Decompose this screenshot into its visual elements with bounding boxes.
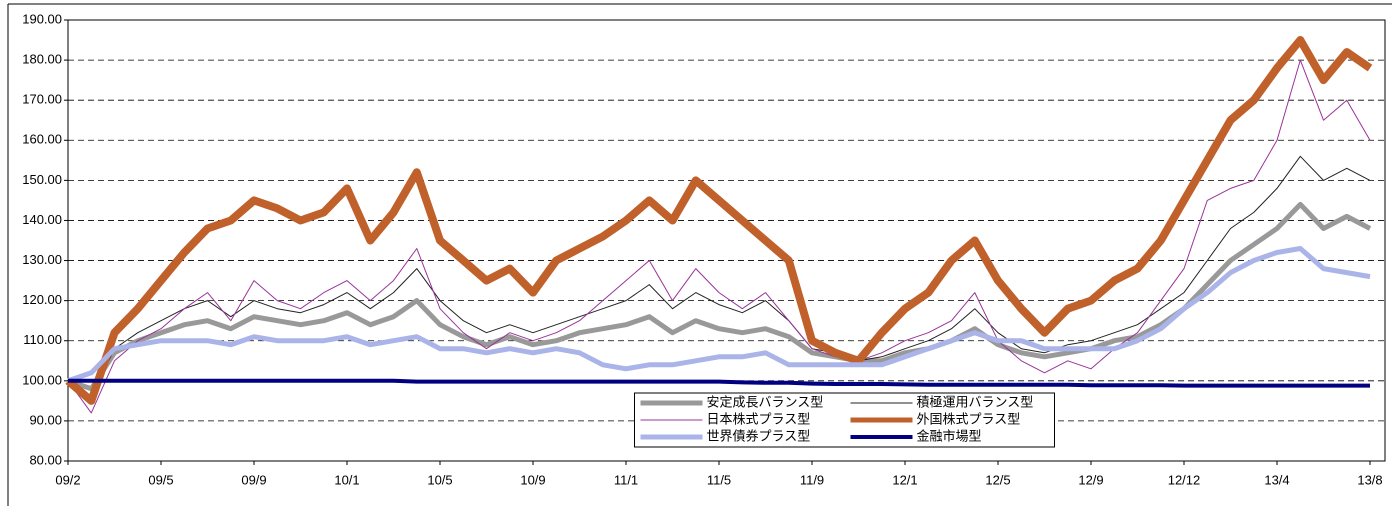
x-tick-label: 12/12 [1168, 472, 1201, 487]
legend-box [634, 392, 1055, 448]
x-tick-label: 11/1 [614, 472, 638, 487]
legend-label: 金融市場型 [917, 428, 982, 443]
y-tick-label: 160.00 [22, 132, 62, 147]
series-line [68, 378, 1370, 388]
x-tick-label: 10/5 [427, 472, 452, 487]
series-line [67, 246, 1371, 384]
series-line [67, 59, 1371, 414]
legend-label: 日本株式プラス型 [707, 411, 811, 426]
y-tick-label: 140.00 [22, 212, 62, 227]
x-tick-label: 11/5 [707, 472, 731, 487]
y-tick-label: 150.00 [22, 172, 62, 187]
x-tick-label: 12/9 [1078, 472, 1103, 487]
y-tick-label: 180.00 [22, 52, 62, 67]
series-line [67, 155, 1371, 398]
y-tick-label: 100.00 [22, 372, 62, 387]
x-tick-label: 13/8 [1357, 472, 1382, 487]
legend-label: 安定成長バランス型 [707, 394, 824, 409]
x-tick-label: 09/9 [241, 472, 266, 487]
x-tick-label: 12/5 [985, 472, 1010, 487]
y-tick-label: 110.00 [23, 332, 62, 347]
x-tick-label: 11/9 [800, 472, 824, 487]
x-tick-label: 10/1 [334, 472, 359, 487]
series-line [67, 201, 1372, 392]
y-tick-label: 190.00 [22, 11, 62, 26]
y-tick-label: 80.00 [29, 452, 62, 467]
legend-label: 世界債券プラス型 [707, 428, 811, 443]
x-tick-label: 10/9 [520, 472, 545, 487]
x-tick-label: 12/1 [892, 472, 917, 487]
series-line [65, 36, 1373, 405]
plot-area [67, 19, 1386, 462]
y-tick-label: 90.00 [29, 412, 62, 427]
x-tick-label: 09/2 [55, 472, 80, 487]
legend-label: 積極運用バランス型 [917, 394, 1034, 409]
legend-label: 外国株式プラス型 [917, 411, 1021, 426]
y-tick-label: 130.00 [22, 252, 62, 267]
x-tick-label: 09/5 [148, 472, 173, 487]
y-tick-label: 120.00 [22, 292, 62, 307]
x-tick-label: 13/4 [1264, 472, 1289, 487]
y-tick-label: 170.00 [22, 92, 62, 107]
